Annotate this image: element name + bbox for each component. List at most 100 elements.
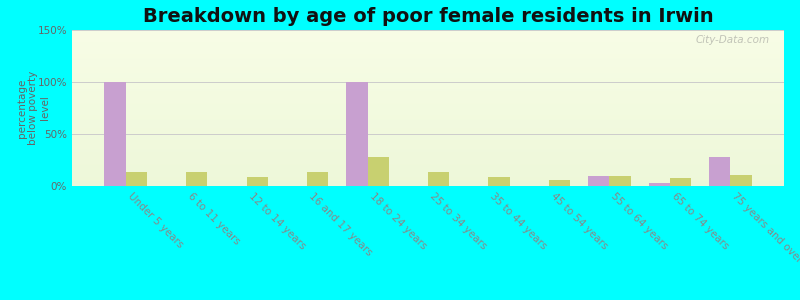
- Bar: [72, 78, 784, 79]
- Bar: [588, 176, 610, 186]
- Bar: [710, 157, 730, 186]
- Bar: [72, 133, 784, 134]
- Bar: [72, 119, 784, 120]
- Bar: [72, 30, 784, 31]
- Bar: [72, 135, 784, 136]
- Bar: [72, 47, 784, 48]
- Bar: [126, 172, 146, 186]
- Bar: [72, 31, 784, 32]
- Bar: [72, 151, 784, 152]
- Bar: [72, 170, 784, 171]
- Bar: [72, 49, 784, 50]
- Bar: [72, 118, 784, 119]
- Bar: [72, 169, 784, 170]
- Bar: [72, 45, 784, 46]
- Bar: [72, 168, 784, 169]
- Bar: [72, 132, 784, 133]
- Bar: [72, 155, 784, 156]
- Bar: [72, 71, 784, 72]
- Bar: [489, 177, 510, 186]
- Bar: [72, 56, 784, 57]
- Bar: [72, 69, 784, 70]
- Bar: [72, 34, 784, 35]
- Bar: [549, 180, 570, 186]
- Bar: [72, 165, 784, 166]
- Bar: [72, 92, 784, 93]
- Bar: [72, 172, 784, 173]
- Bar: [72, 175, 784, 176]
- Bar: [72, 97, 784, 98]
- Bar: [72, 177, 784, 178]
- Bar: [72, 93, 784, 94]
- Bar: [72, 99, 784, 100]
- Bar: [72, 81, 784, 82]
- Bar: [72, 184, 784, 185]
- Bar: [72, 88, 784, 89]
- Bar: [72, 50, 784, 51]
- Bar: [72, 75, 784, 76]
- Bar: [649, 183, 670, 186]
- Bar: [72, 160, 784, 161]
- Bar: [72, 82, 784, 83]
- Bar: [72, 174, 784, 175]
- Bar: [72, 107, 784, 108]
- Bar: [428, 172, 449, 186]
- Bar: [72, 146, 784, 147]
- Bar: [72, 162, 784, 163]
- Bar: [186, 172, 207, 186]
- Bar: [72, 179, 784, 180]
- Bar: [72, 163, 784, 164]
- Bar: [246, 177, 268, 186]
- Bar: [72, 138, 784, 139]
- Bar: [72, 148, 784, 149]
- Bar: [72, 102, 784, 103]
- Bar: [72, 83, 784, 84]
- Bar: [72, 44, 784, 45]
- Bar: [730, 175, 752, 186]
- Bar: [72, 126, 784, 127]
- Bar: [72, 63, 784, 64]
- Bar: [72, 144, 784, 145]
- Bar: [72, 77, 784, 78]
- Bar: [72, 33, 784, 34]
- Bar: [72, 145, 784, 146]
- Bar: [72, 166, 784, 167]
- Bar: [72, 130, 784, 131]
- Bar: [72, 68, 784, 69]
- Bar: [72, 105, 784, 106]
- Bar: [72, 131, 784, 132]
- Bar: [72, 57, 784, 58]
- Bar: [72, 176, 784, 177]
- Bar: [72, 125, 784, 126]
- Bar: [72, 159, 784, 160]
- Bar: [72, 136, 784, 137]
- Bar: [72, 48, 784, 49]
- Bar: [72, 128, 784, 129]
- Bar: [72, 111, 784, 112]
- Bar: [72, 161, 784, 162]
- Bar: [72, 53, 784, 54]
- Bar: [72, 156, 784, 157]
- Bar: [72, 76, 784, 77]
- Bar: [72, 41, 784, 42]
- Bar: [72, 150, 784, 151]
- Bar: [72, 117, 784, 118]
- Bar: [72, 149, 784, 150]
- Bar: [72, 183, 784, 184]
- Bar: [72, 120, 784, 121]
- Bar: [72, 96, 784, 97]
- Bar: [72, 180, 784, 181]
- Bar: [72, 67, 784, 68]
- Bar: [72, 167, 784, 168]
- Bar: [346, 82, 367, 186]
- Bar: [72, 95, 784, 96]
- Bar: [72, 60, 784, 61]
- Title: Breakdown by age of poor female residents in Irwin: Breakdown by age of poor female resident…: [142, 7, 714, 26]
- Bar: [72, 37, 784, 38]
- Bar: [72, 103, 784, 104]
- Bar: [72, 58, 784, 59]
- Bar: [72, 134, 784, 135]
- Bar: [72, 39, 784, 40]
- Bar: [72, 140, 784, 141]
- Bar: [72, 123, 784, 124]
